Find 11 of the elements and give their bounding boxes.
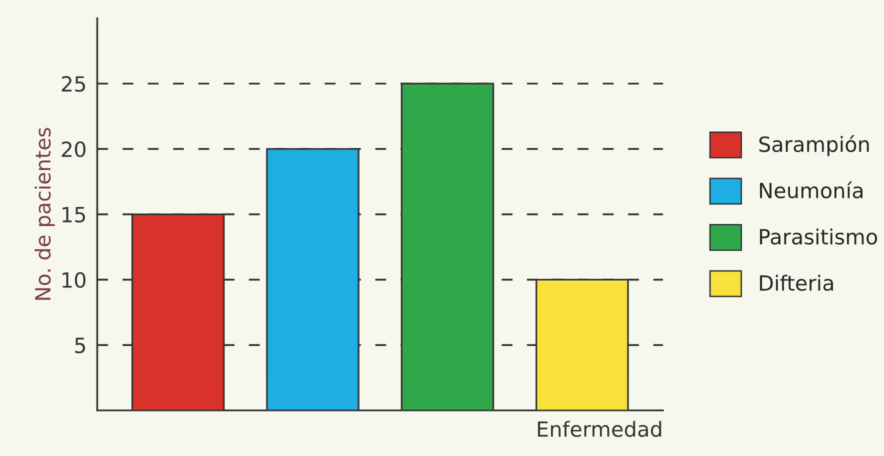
y-tick-label: 20 (62, 141, 86, 158)
y-tick-label: 25 (62, 76, 86, 92)
y-tick-label: 10 (62, 272, 86, 288)
legend-label: Difteria (760, 274, 833, 291)
legend-label: Neumonía (760, 181, 862, 198)
y-axis-title: No. de pacientes (34, 128, 55, 300)
x-axis-title: Enfermedad (538, 420, 662, 437)
legend-label: Sarampión (759, 135, 869, 156)
y-tick-label: 5 (75, 338, 86, 354)
legend-label: Parasitismo (760, 228, 878, 245)
y-tick-label: 15 (62, 207, 86, 223)
